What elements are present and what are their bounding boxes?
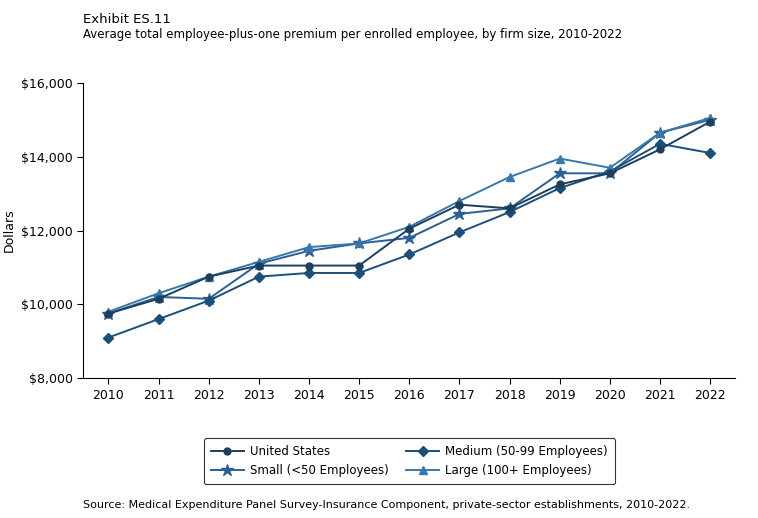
Legend: United States, Small (<50 Employees), Medium (50-99 Employees), Large (100+ Empl: United States, Small (<50 Employees), Me… — [204, 438, 615, 484]
Y-axis label: Dollars: Dollars — [2, 209, 15, 252]
Text: Average total employee-plus-one premium per enrolled employee, by firm size, 201: Average total employee-plus-one premium … — [83, 28, 622, 41]
Text: Exhibit ES.11: Exhibit ES.11 — [83, 13, 171, 26]
Text: Source: Medical Expenditure Panel Survey-Insurance Component, private-sector est: Source: Medical Expenditure Panel Survey… — [83, 500, 691, 510]
